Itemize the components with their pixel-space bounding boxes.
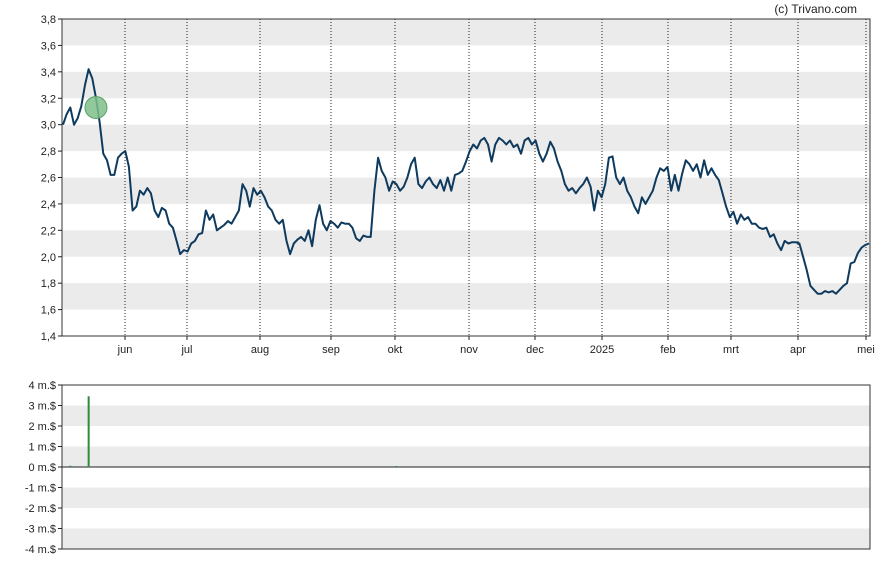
- price-tick-label: 2,8: [41, 146, 56, 158]
- volume-tick-label: -1 m.$: [25, 483, 56, 495]
- price-tick-label: 3,8: [41, 14, 56, 26]
- volume-tick-label: 4 m.$: [28, 380, 56, 392]
- month-tick-label: dec: [526, 344, 544, 356]
- volume-tick-label: 2 m.$: [28, 421, 56, 433]
- price-tick-label: 1,8: [41, 278, 56, 290]
- volume-band: [62, 487, 870, 508]
- volume-band: [62, 405, 870, 426]
- month-tick-label: 2025: [590, 344, 614, 356]
- volume-tick-label: 0 m.$: [28, 462, 56, 474]
- price-tick-label: 2,6: [41, 173, 56, 185]
- price-band: [62, 177, 870, 204]
- price-series: [62, 68, 870, 295]
- month-x-ticks: jun jul aug sep okt nov dec 2025 feb mrt apr mei: [117, 336, 875, 356]
- month-tick-label: sep: [322, 344, 340, 356]
- volume-tick-label: 1 m.$: [28, 442, 56, 454]
- highlight-marker: [84, 95, 108, 119]
- price-tick-label: 2,4: [41, 199, 56, 211]
- price-tick-label: 1,4: [41, 331, 56, 343]
- month-tick-label: jul: [180, 344, 192, 356]
- month-tick-label: mei: [857, 344, 875, 356]
- volume-tick-label: -4 m.$: [25, 544, 56, 556]
- price-tick-label: 3,6: [41, 40, 56, 52]
- price-line: [62, 68, 870, 295]
- volume-bars: [69, 396, 398, 467]
- volume-band: [62, 528, 870, 549]
- volume-tick-label: 3 m.$: [28, 401, 56, 413]
- volume-tick-label: -2 m.$: [25, 503, 56, 515]
- volume-bands: [62, 405, 870, 549]
- month-tick-label: feb: [660, 344, 675, 356]
- volume-band: [62, 446, 870, 467]
- price-tick-label: 3,4: [41, 67, 56, 79]
- price-tick-label: 3,0: [41, 120, 56, 132]
- volume-bar: [87, 396, 90, 467]
- price-tick-label: 1,6: [41, 305, 56, 317]
- price-band: [62, 283, 870, 310]
- volume-bar: [395, 465, 398, 467]
- price-band: [62, 71, 870, 99]
- price-band: [62, 230, 870, 257]
- price-y-ticks: 3,8 3,6 3,4 3,2 3,0 2,8 2,6 2,4 2,2 2,0 1,8 1,6 1,4: [41, 14, 62, 343]
- month-tick-label: mrt: [723, 344, 739, 356]
- month-tick-label: nov: [460, 344, 478, 356]
- copyright-text: (c) Trivano.com: [774, 2, 857, 16]
- month-tick-label: apr: [790, 344, 806, 356]
- price-bands: [62, 19, 870, 310]
- price-band: [62, 124, 870, 152]
- price-tick-label: 2,2: [41, 225, 56, 237]
- month-tick-label: aug: [251, 344, 269, 356]
- price-band: [62, 19, 870, 46]
- volume-bar: [69, 465, 72, 467]
- price-tick-label: 3,2: [41, 93, 56, 105]
- month-gridlines: [124, 19, 867, 336]
- volume-y-ticks: 4 m.$ 3 m.$ 2 m.$ 1 m.$ 0 m.$ -1 m.$ -2 m.$ -3 …: [25, 380, 62, 556]
- month-tick-label: jun: [117, 344, 133, 356]
- price-tick-label: 2,0: [41, 252, 56, 264]
- volume-tick-label: -3 m.$: [25, 524, 56, 536]
- month-tick-label: okt: [388, 344, 403, 356]
